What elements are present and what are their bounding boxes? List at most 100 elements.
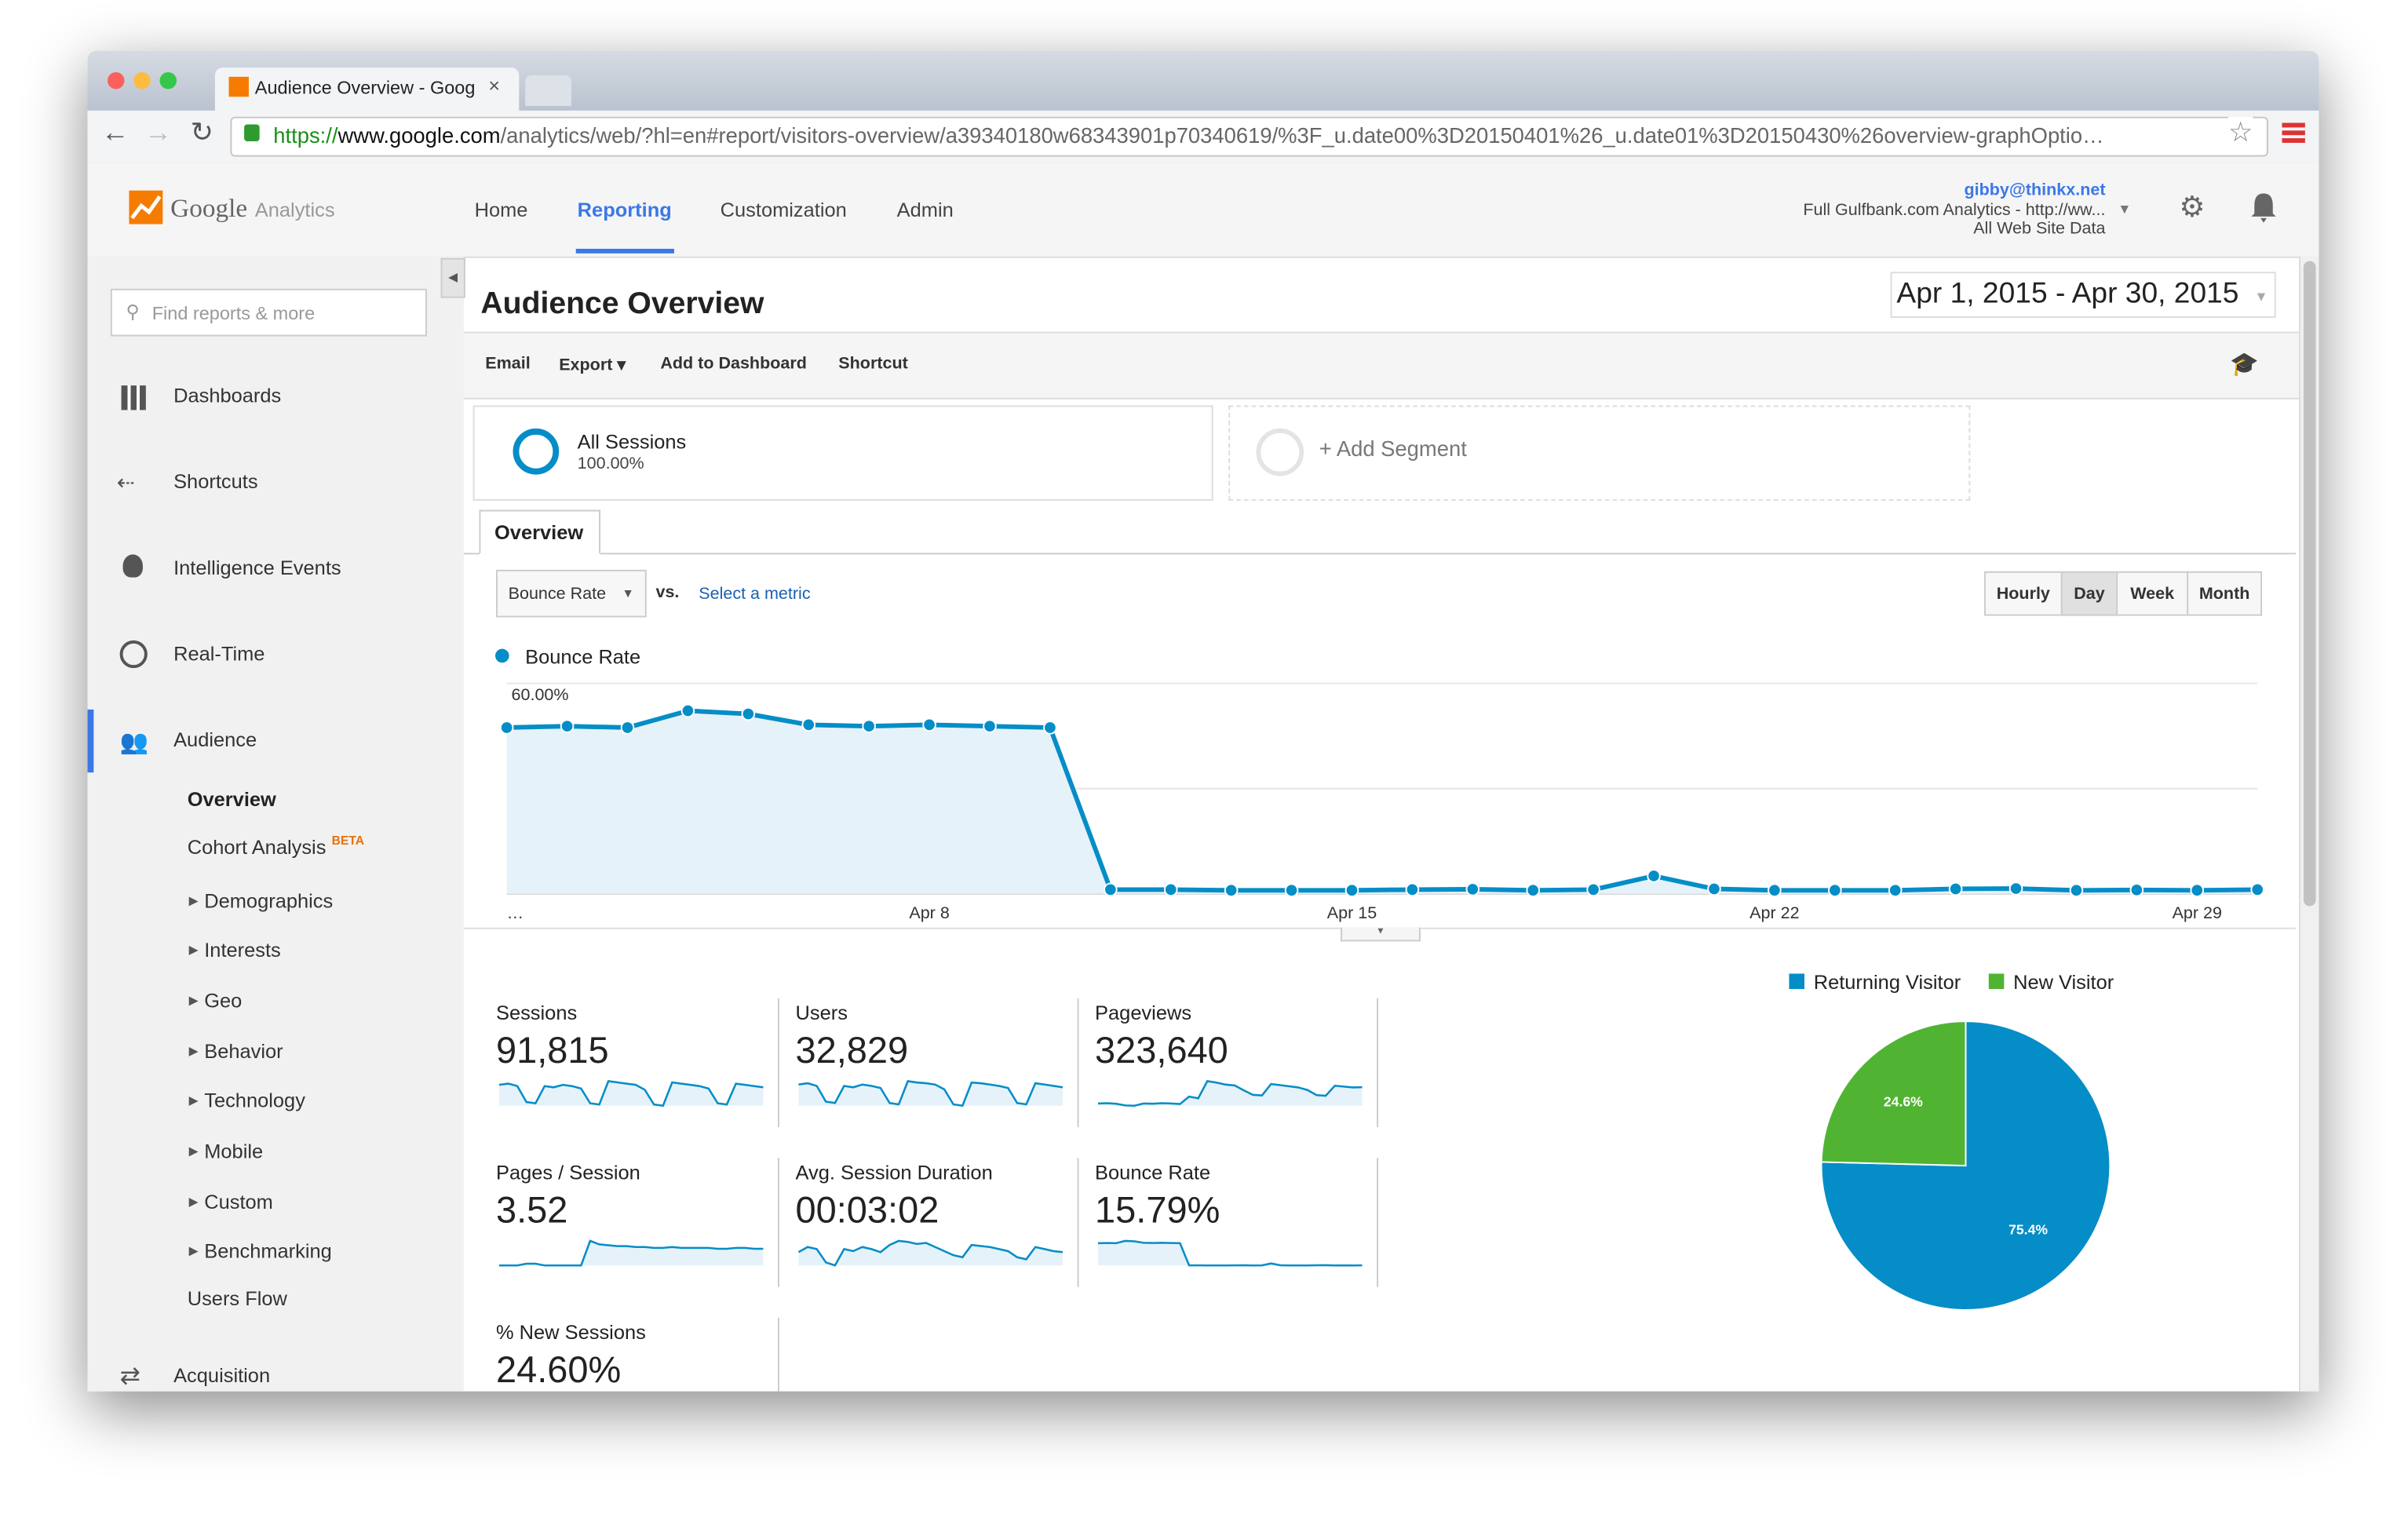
audience-subitem[interactable]: Technology <box>204 1089 305 1112</box>
select-metric[interactable]: Select a metric <box>699 585 811 604</box>
sparkline-area <box>498 1081 764 1106</box>
data-point <box>862 719 876 733</box>
nav-customization[interactable]: Customization <box>720 198 847 221</box>
reload-button[interactable]: ↻ <box>190 116 214 148</box>
legend-swatch <box>1988 973 2005 990</box>
shortcuts-icon: ⇠ <box>116 469 135 495</box>
action-bar <box>463 331 2300 400</box>
audience-subitem[interactable]: Behavior <box>204 1039 283 1063</box>
date-dropdown: ▼ <box>2254 288 2268 305</box>
expand-arrow[interactable]: ▶ <box>188 893 199 908</box>
audience-subitem[interactable]: Overview <box>187 787 276 812</box>
tab[interactable] <box>214 68 520 112</box>
education-icon[interactable]: 🎓 <box>2229 352 2259 378</box>
sparkline-area <box>798 1081 1063 1106</box>
close-button[interactable] <box>107 71 125 89</box>
data-point <box>1344 883 1359 898</box>
audience-subitem[interactable]: Benchmarking <box>204 1239 332 1263</box>
add-segment-card[interactable] <box>1228 405 1971 501</box>
granularity-day[interactable]: Day <box>2060 571 2118 616</box>
action-export[interactable]: Export ▾ <box>559 356 626 375</box>
search-placeholder: Find reports & more <box>151 302 316 324</box>
action-add-dashboard[interactable]: Add to Dashboard <box>660 354 807 374</box>
metric-value: 91,815 <box>495 1030 609 1072</box>
expand-arrow[interactable]: ▶ <box>188 993 199 1008</box>
minimize-button[interactable] <box>133 71 151 89</box>
audience-subitem[interactable]: Users Flow <box>187 1286 287 1310</box>
data-point <box>1948 881 1963 896</box>
search-icon: ⚲ <box>126 301 140 323</box>
metric-name: Users <box>795 1001 848 1025</box>
segment-card[interactable] <box>472 405 1213 501</box>
zoom-button[interactable] <box>159 71 177 89</box>
metric-name: Pageviews <box>1095 1001 1192 1025</box>
data-point <box>1827 883 1842 898</box>
expand-arrow[interactable]: ▶ <box>188 943 199 957</box>
date-range-picker[interactable] <box>1890 272 2276 319</box>
metric-value: 3.52 <box>495 1190 568 1232</box>
address-bar[interactable] <box>230 116 2268 157</box>
nav-shortcuts[interactable]: Shortcuts <box>173 469 258 494</box>
nav-acquisition[interactable]: Acquisition <box>173 1363 271 1387</box>
data-point <box>983 719 997 733</box>
nav-admin[interactable]: Admin <box>896 198 954 221</box>
data-point <box>1284 883 1299 898</box>
audience-subitem[interactable]: Cohort Analysis <box>187 835 327 859</box>
account-email[interactable]: gibby@thinkx.net <box>1964 181 2106 200</box>
new-tab[interactable] <box>525 75 571 107</box>
sparkline-area <box>1097 1240 1363 1266</box>
audience-subitem[interactable]: Demographics <box>204 889 334 913</box>
window-content: Audience Overview - Goog × ← → ↻ https:/… <box>87 50 2319 1392</box>
x-tick-label: Apr 29 <box>2173 903 2222 922</box>
nav-reporting[interactable]: Reporting <box>577 198 672 221</box>
nav-home[interactable]: Home <box>474 198 528 221</box>
expand-arrow[interactable]: ▶ <box>188 1044 199 1059</box>
nav-dashboards[interactable]: Dashboards <box>173 384 282 407</box>
collapse-sidebar[interactable]: ◀ <box>440 257 465 298</box>
data-point <box>680 703 695 718</box>
action-shortcut[interactable]: Shortcut <box>838 354 908 374</box>
data-point <box>2190 883 2205 898</box>
settings-icon[interactable]: ⚙ <box>2179 192 2206 224</box>
granularity-hourly[interactable]: Hourly <box>1983 571 2063 616</box>
add-segment-ring <box>1256 428 1304 476</box>
search-box[interactable] <box>110 288 427 337</box>
overview-tab[interactable] <box>479 509 601 555</box>
bookmark-star[interactable]: ☆ <box>2228 116 2253 149</box>
tab-close[interactable]: × <box>488 73 501 97</box>
metric-value: 15.79% <box>1095 1190 1220 1232</box>
scrollbar-thumb[interactable] <box>2303 261 2316 907</box>
metric-select[interactable] <box>495 569 647 618</box>
active-section-indicator <box>87 709 94 773</box>
metric-select-label: Bounce Rate <box>508 585 607 604</box>
sparkline <box>798 1080 1064 1107</box>
nav-audience[interactable]: Audience <box>173 728 257 751</box>
granularity-month[interactable]: Month <box>2187 571 2263 616</box>
segment-ring <box>513 428 560 475</box>
notifications-icon[interactable] <box>2249 192 2277 223</box>
chart-resize-handle[interactable]: ▼ <box>1341 927 1421 942</box>
menu-button[interactable] <box>2282 122 2305 128</box>
account-view[interactable]: All Web Site Data <box>1973 219 2106 239</box>
expand-arrow[interactable]: ▶ <box>188 1093 199 1107</box>
nav-intelligence-events[interactable]: Intelligence Events <box>173 556 341 579</box>
back-button[interactable]: ← <box>101 116 130 148</box>
segment-name: All Sessions <box>577 429 687 454</box>
audience-subitem[interactable]: Custom <box>204 1190 273 1213</box>
account-dropdown[interactable]: ▼ <box>2118 201 2132 217</box>
expand-arrow[interactable]: ▶ <box>188 1243 199 1258</box>
data-point <box>1647 869 1661 883</box>
audience-subitem[interactable]: Geo <box>204 989 243 1013</box>
account-property[interactable]: Full Gulfbank.com Analytics - http://ww.… <box>1803 201 2106 220</box>
audience-subitem[interactable]: Interests <box>204 938 281 962</box>
date-range: Apr 1, 2015 - Apr 30, 2015 <box>1896 278 2239 311</box>
expand-arrow[interactable]: ▶ <box>188 1195 199 1209</box>
data-point <box>2250 882 2265 897</box>
forward-button[interactable]: → <box>144 116 173 148</box>
data-point <box>1888 883 1903 898</box>
expand-arrow[interactable]: ▶ <box>188 1144 199 1159</box>
action-email[interactable]: Email <box>485 354 531 374</box>
nav-real-time[interactable]: Real-Time <box>173 641 265 666</box>
audience-subitem[interactable]: Mobile <box>204 1139 264 1163</box>
